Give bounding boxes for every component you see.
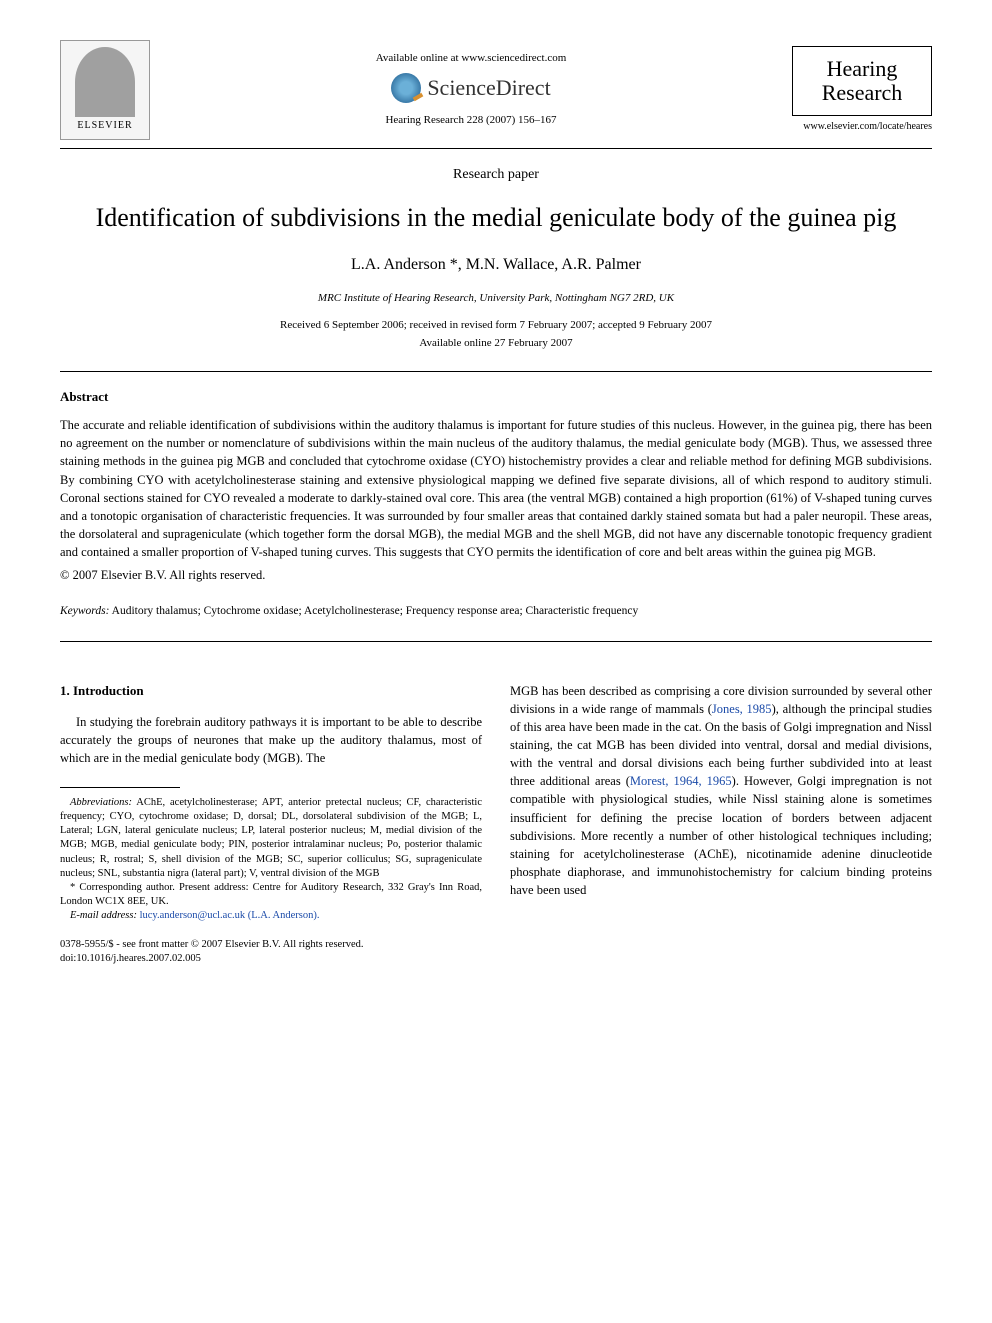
ref-morest-1964-1965[interactable]: Morest, 1964, 1965	[630, 774, 732, 788]
journal-name-line2: Research	[809, 81, 915, 105]
col2-text-mid2: ). However, Golgi impregnation is not co…	[510, 774, 932, 897]
corresponding-author-footnote: * Corresponding author. Present address:…	[60, 881, 482, 909]
footer-front-matter: 0378-5955/$ - see front matter © 2007 El…	[60, 938, 932, 953]
paper-title: Identification of subdivisions in the me…	[60, 201, 932, 235]
center-header: Available online at www.sciencedirect.co…	[150, 51, 792, 129]
keywords-text: Auditory thalamus; Cytochrome oxidase; A…	[109, 605, 638, 617]
journal-url: www.elsevier.com/locate/heares	[792, 120, 932, 134]
header-divider	[60, 148, 932, 149]
sciencedirect-row: ScienceDirect	[150, 73, 792, 104]
sciencedirect-icon	[391, 73, 421, 103]
footer-doi: doi:10.1016/j.heares.2007.02.005	[60, 952, 932, 967]
keywords-label: Keywords:	[60, 605, 109, 617]
authors: L.A. Anderson *, M.N. Wallace, A.R. Palm…	[60, 254, 932, 276]
sciencedirect-text: ScienceDirect	[427, 73, 550, 104]
keywords-divider	[60, 641, 932, 642]
email-address[interactable]: lucy.anderson@ucl.ac.uk (L.A. Anderson).	[137, 910, 319, 921]
paper-type: Research paper	[60, 165, 932, 185]
introduction-heading: 1. Introduction	[60, 682, 482, 701]
column-left: 1. Introduction In studying the forebrai…	[60, 682, 482, 924]
abbreviations-footnote: Abbreviations: AChE, acetylcholinesteras…	[60, 796, 482, 881]
abstract-heading: Abstract	[60, 388, 932, 406]
elsevier-logo: ELSEVIER	[60, 40, 150, 140]
elsevier-tree-icon	[75, 47, 135, 117]
footnote-divider	[60, 787, 180, 788]
abstract-top-divider	[60, 371, 932, 372]
ref-jones-1985[interactable]: Jones, 1985	[712, 702, 772, 716]
introduction-para-col1: In studying the forebrain auditory pathw…	[60, 713, 482, 767]
two-column-body: 1. Introduction In studying the forebrai…	[60, 682, 932, 924]
available-online-text: Available online at www.sciencedirect.co…	[150, 51, 792, 66]
elsevier-label: ELSEVIER	[77, 119, 132, 133]
journal-reference: Hearing Research 228 (2007) 156–167	[150, 113, 792, 128]
email-footnote: E-mail address: lucy.anderson@ucl.ac.uk …	[60, 909, 482, 923]
journal-box-wrapper: Hearing Research www.elsevier.com/locate…	[792, 46, 932, 134]
introduction-para-col2: MGB has been described as comprising a c…	[510, 682, 932, 900]
keywords-row: Keywords: Auditory thalamus; Cytochrome …	[60, 603, 932, 619]
journal-title-box: Hearing Research	[792, 46, 932, 116]
header-row: ELSEVIER Available online at www.science…	[60, 40, 932, 140]
abbreviations-text: AChE, acetylcholinesterase; APT, anterio…	[60, 797, 482, 879]
column-right: MGB has been described as comprising a c…	[510, 682, 932, 924]
abbreviations-label: Abbreviations:	[70, 797, 132, 808]
affiliation: MRC Institute of Hearing Research, Unive…	[60, 291, 932, 306]
abstract-copyright: © 2007 Elsevier B.V. All rights reserved…	[60, 567, 932, 585]
dates-received: Received 6 September 2006; received in r…	[60, 318, 932, 333]
journal-name-line1: Hearing	[809, 57, 915, 81]
abstract-text: The accurate and reliable identification…	[60, 416, 932, 561]
email-label: E-mail address:	[70, 910, 137, 921]
dates-available: Available online 27 February 2007	[60, 336, 932, 351]
